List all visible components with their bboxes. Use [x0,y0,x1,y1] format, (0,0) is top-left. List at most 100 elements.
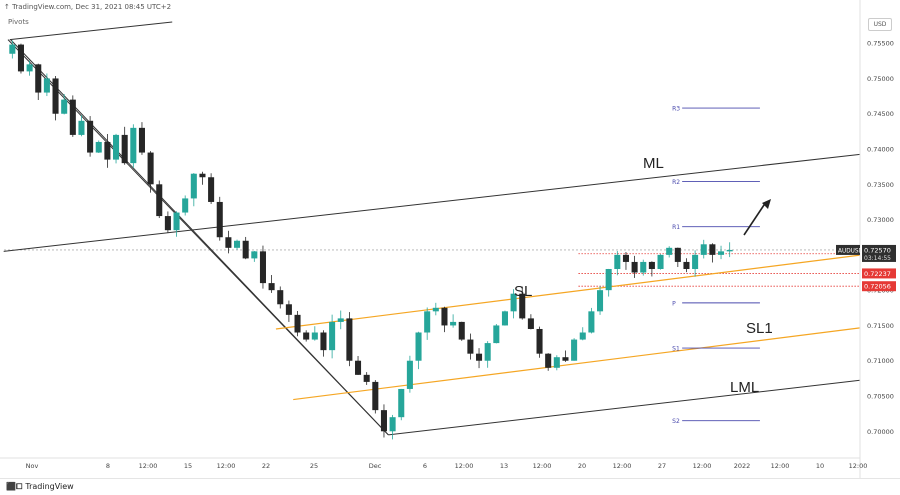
candle-body [208,177,215,202]
footer: ⬛⧠ TradingView [0,478,900,495]
indicator-label: Pivots [8,18,29,26]
x-tick-label: 27 [658,462,666,470]
candle-body [303,332,310,340]
warning-line-sl [275,254,861,330]
candle-body [113,134,120,160]
candles[interactable] [9,40,733,440]
candle-body [78,120,85,135]
price-tag-label: 0.72237 [864,270,891,278]
pivot-label: R2 [672,179,680,186]
candle-body [216,201,223,238]
candle-body [259,251,266,284]
candle-body [87,120,94,153]
candle-body [718,251,725,255]
grid [4,249,860,287]
candle-body [130,127,137,164]
candle-body [666,247,673,255]
candle-body [510,293,517,312]
x-tick-label: Dec [369,462,382,470]
x-tick-label: 12:00 [455,462,474,470]
candle-body [484,343,491,361]
candle-body [26,64,33,72]
candle-body [234,240,241,248]
candle-body [35,64,42,93]
price-tag [862,268,896,279]
candle-body [640,261,647,273]
annotation-label: ML [643,155,664,172]
candle-body [52,78,59,114]
brand-name: TradingView [25,482,74,491]
warning-line-sl1 [293,327,861,401]
candle-body [17,44,24,72]
candle-body [138,127,145,153]
candle-body [605,268,612,291]
candle-body [674,247,681,262]
last-price-label: 0.72570 [864,246,891,254]
pivot-label: P [672,300,676,307]
pivot-levels: R3 R2 R1 P S1 S2 [672,106,760,425]
candle-body [61,99,68,114]
candle-body [692,254,699,269]
candle-body [441,307,448,326]
y-tick-label: 0.75000 [867,75,894,83]
candle-body [709,244,716,255]
candle-body [329,321,336,351]
annotation-label: SL [514,283,532,300]
x-tick-label: 12:00 [533,462,552,470]
candle-body [199,173,206,178]
candle-body [277,290,284,305]
last-price-tag [862,244,896,262]
y-tick-label: 0.70500 [867,393,894,401]
candle-body [294,314,301,333]
x-tick-label: 12:00 [849,462,868,470]
candle-body [700,244,707,255]
candle-body [156,184,163,217]
candle-body [43,78,50,93]
candle-body [9,44,16,54]
candle-body [320,332,327,351]
time-axis[interactable]: Nov 8 12:00 15 12:00 22 25 Dec 6 12:00 13 12:00 20 12… [0,457,868,470]
brand[interactable]: ⬛⧠ TradingView [6,482,74,492]
pivot-label: R1 [672,224,680,231]
candle-body [182,198,189,213]
candle-body [242,240,249,259]
candle-body [173,212,180,231]
x-tick-label: 6 [423,462,427,470]
x-tick-label: 15 [184,462,192,470]
candle-body [104,141,111,160]
x-tick-label: 12:00 [693,462,712,470]
pivot-label: R3 [672,106,680,113]
price-tag [862,281,896,292]
candle-body [476,353,483,361]
y-tick-label: 0.74500 [867,110,894,118]
x-tick-label: 10 [816,462,824,470]
candle-body [571,339,578,361]
candle-body [225,237,232,248]
median-line-ml [3,153,861,252]
annotation-label: SL1 [746,320,773,337]
candle-body [553,357,560,368]
x-tick-label: 12:00 [217,462,236,470]
y-tick-label: 0.73500 [867,181,894,189]
candle-body [562,357,569,361]
candle-body [545,353,552,368]
annotations: ML SL SL1 LML [514,155,773,396]
candle-body [355,360,362,375]
x-tick-label: 25 [310,462,318,470]
candle-body [311,332,318,340]
price-axis[interactable]: 0.75500 0.75000 0.74500 0.74000 0.73500 0.730… [836,0,896,478]
x-tick-label: 12:00 [139,462,158,470]
candle-body [95,141,102,153]
lower-median-line-lml [388,379,861,436]
candle-body [415,332,422,361]
candle-body [337,318,344,322]
countdown-label: 03:14:55 [864,255,891,262]
candle-body [458,321,465,340]
candle-body [450,321,457,326]
tradingview-logo-icon: ⬛⧠ [6,482,23,491]
candle-body [657,254,664,269]
candle-body [432,307,439,312]
candle-body [614,254,621,269]
currency-badge[interactable]: USD [868,18,892,31]
